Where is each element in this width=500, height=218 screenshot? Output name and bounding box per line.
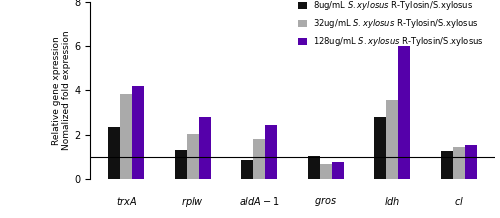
Bar xyxy=(199,117,211,179)
Bar xyxy=(398,46,410,179)
Bar xyxy=(464,145,476,179)
Bar xyxy=(242,160,254,179)
Bar xyxy=(120,94,132,179)
Bar xyxy=(132,86,144,179)
Bar xyxy=(175,150,187,179)
Bar xyxy=(308,156,320,179)
Y-axis label: Relative gene xpression
Nomalized fold expression: Relative gene xpression Nomalized fold e… xyxy=(52,31,72,150)
Bar xyxy=(374,117,386,179)
Bar xyxy=(332,162,344,179)
Bar xyxy=(108,127,120,179)
Bar xyxy=(386,100,398,179)
Legend: 8ug/mL $\it{S.xylosus}$ R-Tylosin/S.xylosus, 32ug/mL $\it{S.xylosus}$ R-Tylosin/: 8ug/mL $\it{S.xylosus}$ R-Tylosin/S.xylo… xyxy=(296,0,486,50)
Bar xyxy=(440,151,452,179)
Bar xyxy=(187,133,199,179)
Bar xyxy=(452,147,464,179)
Bar xyxy=(254,139,266,179)
Bar xyxy=(266,125,277,179)
Bar xyxy=(320,164,332,179)
